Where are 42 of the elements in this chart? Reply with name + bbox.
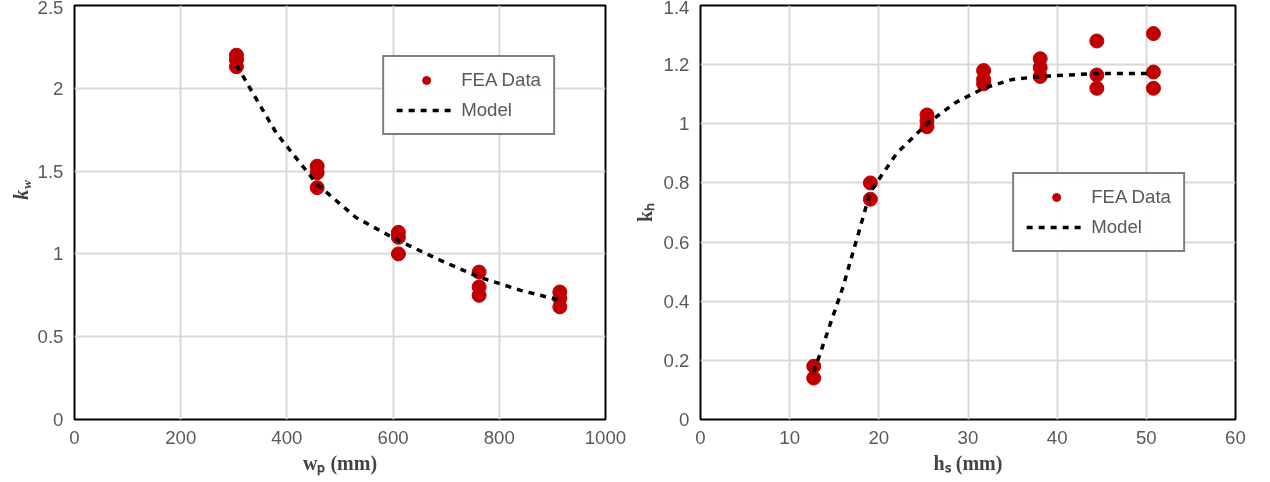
x-axis-title: hₛ (mm) xyxy=(933,451,1003,475)
y-tick-label: 0 xyxy=(53,409,64,430)
y-tick-label: 0.2 xyxy=(663,349,690,371)
y-tick-label: 2.5 xyxy=(37,0,64,18)
y-tick-label: 1.2 xyxy=(663,54,690,76)
x-tick-label: 200 xyxy=(165,426,197,448)
y-tick-label: 0 xyxy=(679,409,690,430)
x-tick-label: 1000 xyxy=(584,426,627,448)
x-tick-label: 50 xyxy=(1135,426,1157,448)
y-tick-label: 0.8 xyxy=(663,172,690,194)
point xyxy=(390,246,406,262)
x-tick-label: 30 xyxy=(957,426,979,448)
y-tick-label: 0.4 xyxy=(663,290,690,312)
x-tick-label: 600 xyxy=(377,426,409,448)
y-tick-label: 0.5 xyxy=(37,326,64,348)
point xyxy=(1145,64,1161,80)
point xyxy=(1145,80,1161,96)
point xyxy=(1089,80,1105,96)
x-tick-label: 20 xyxy=(868,426,890,448)
legend-label: Model xyxy=(1091,216,1142,238)
legend-label: FEA Data xyxy=(461,69,541,91)
legend-label: FEA Data xyxy=(1091,186,1171,208)
y-tick-label: 1 xyxy=(679,113,690,135)
y-tick-label: 1.5 xyxy=(37,160,64,182)
point xyxy=(1089,33,1105,49)
x-axis-title: wₚ (mm) xyxy=(302,451,378,476)
y-axis-title: kw xyxy=(9,179,35,200)
y-tick-label: 2 xyxy=(53,77,64,99)
y-tick-label: 1 xyxy=(53,243,64,265)
y-tick-label: 0.6 xyxy=(663,231,690,253)
y-axis-title: kₕ xyxy=(633,202,656,223)
point xyxy=(1145,26,1161,42)
x-tick-label: 60 xyxy=(1225,426,1246,448)
x-tick-label: 400 xyxy=(271,426,303,448)
x-tick-label: 40 xyxy=(1046,426,1068,448)
legend-label: Model xyxy=(461,99,512,121)
x-tick-label: 0 xyxy=(695,426,706,448)
point xyxy=(806,370,822,386)
x-tick-label: 0 xyxy=(69,426,80,448)
x-tick-label: 800 xyxy=(483,426,515,448)
x-tick-label: 10 xyxy=(779,426,801,448)
y-tick-label: 1.4 xyxy=(663,0,690,18)
